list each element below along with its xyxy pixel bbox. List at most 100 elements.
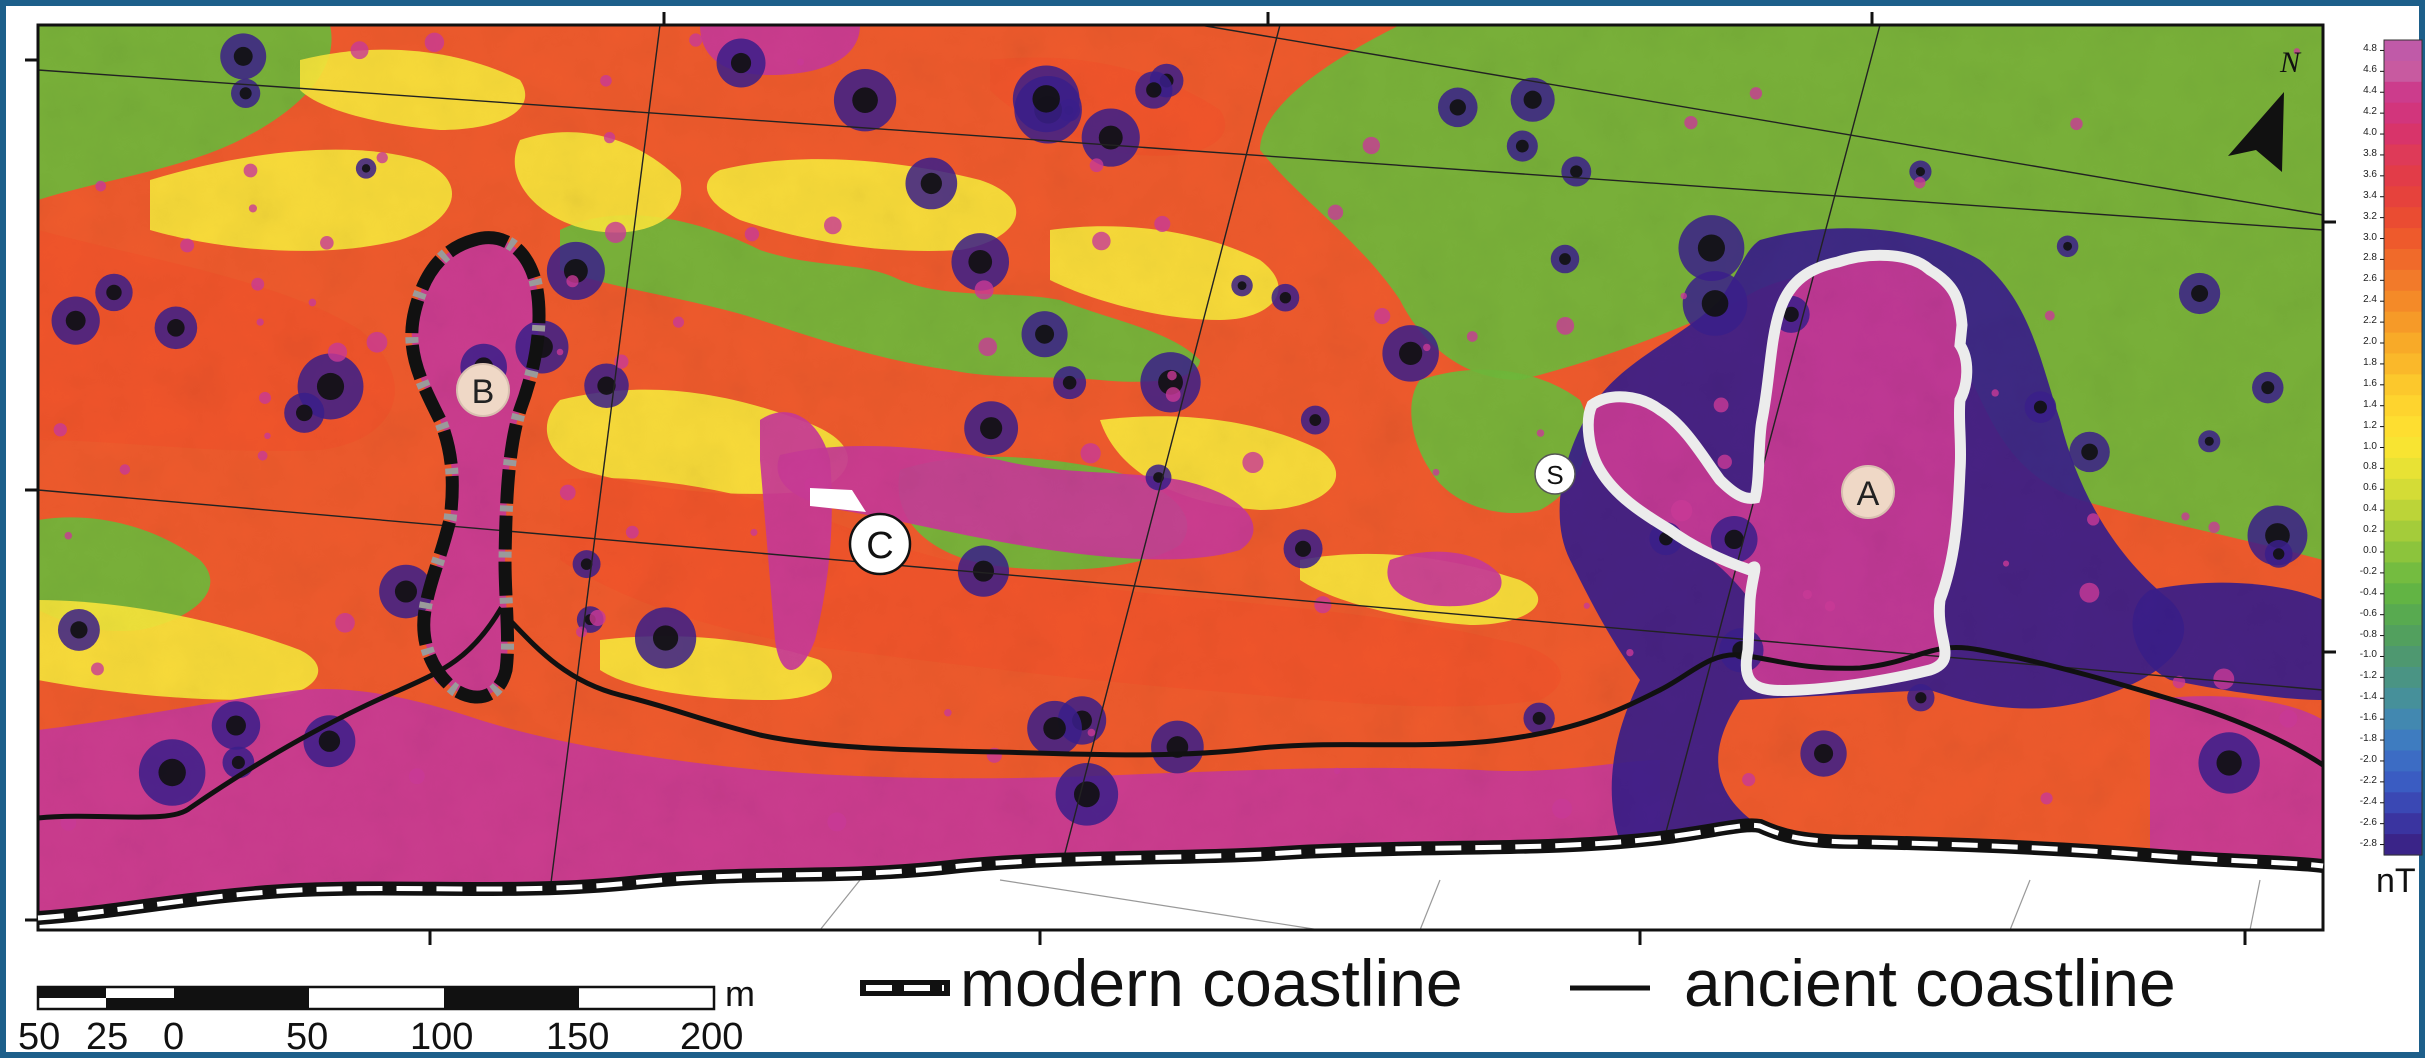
high-spot [1556, 316, 1575, 335]
dipole-core [361, 164, 371, 173]
high-spot [95, 180, 107, 192]
high-spot [1080, 443, 1101, 464]
colorbar-swatch [2384, 290, 2422, 313]
high-spot [1167, 370, 1177, 381]
high-spot [1089, 158, 1104, 173]
colorbar-tick-label: 4.4 [2363, 85, 2377, 97]
legend-modern-label: modern coastline [960, 946, 1463, 1020]
colorbar-tick-label: 0.2 [2363, 524, 2377, 536]
site-S-label: S [1546, 460, 1563, 490]
colorbar-tick-label: 1.2 [2363, 419, 2377, 431]
colorbar-tick-label: 1.8 [2363, 356, 2377, 368]
scale-label-150: 150 [546, 1016, 610, 1058]
high-spot [256, 318, 264, 326]
colorbar-tick-label: -0.8 [2359, 628, 2377, 640]
high-spot [603, 132, 616, 144]
high-spot [1991, 389, 1999, 397]
colorbar-swatch [2384, 625, 2422, 647]
dipole-core [1309, 414, 1322, 426]
site-label-B: B [456, 363, 510, 417]
high-spot [1432, 468, 1440, 476]
colorbar-swatch [2384, 353, 2422, 375]
scale-label-200: 200 [680, 1016, 744, 1058]
high-spot [2044, 310, 2055, 321]
high-spot [744, 226, 760, 242]
site-B-circle [456, 363, 510, 417]
colorbar-swatch [2384, 60, 2422, 83]
colorbar-swatch [2384, 207, 2422, 229]
colorbar-swatch [2384, 457, 2422, 480]
colorbar-swatch [2384, 646, 2422, 668]
dipole-core [1146, 82, 1162, 98]
colorbar-swatch [2384, 311, 2422, 334]
high-spot [424, 32, 445, 53]
high-spot [1749, 87, 1763, 100]
dipole-core [70, 621, 88, 639]
dipole-core [394, 580, 417, 603]
colorbar-swatch [2384, 332, 2422, 355]
high-spot [1165, 387, 1181, 402]
colorbar-tick-label: 3.2 [2363, 210, 2377, 222]
high-spot [350, 41, 369, 60]
high-spot [1092, 231, 1111, 251]
high-spot [978, 337, 998, 357]
site-A-circle [1841, 465, 1895, 519]
dipole-core [106, 284, 122, 301]
dipole-core [968, 250, 993, 274]
colorbar-swatch [2384, 708, 2422, 731]
colorbar-tick-label: 3.4 [2363, 189, 2377, 201]
north-arrow: N [2228, 46, 2302, 172]
colorbar-tick-label: -0.6 [2359, 607, 2377, 619]
colorbar-tick-label: 3.6 [2363, 168, 2377, 180]
high-spot [91, 662, 104, 676]
high-spot [600, 74, 612, 87]
colorbar-tick-label: 1.0 [2363, 440, 2377, 452]
grid-lines-outside [819, 879, 2261, 931]
high-spot [750, 528, 758, 536]
colorbar-swatch [2384, 583, 2422, 605]
high-spot [366, 331, 388, 353]
frame-ticks [25, 12, 2336, 945]
dipole-core [2204, 436, 2214, 446]
high-spot [559, 484, 576, 501]
dipole-core [1915, 692, 1927, 704]
high-spot [566, 275, 579, 288]
dipole-core [65, 310, 86, 331]
high-spot [1362, 136, 1380, 155]
colorbar-tick-label: 3.0 [2363, 231, 2377, 243]
high-spot [605, 221, 627, 243]
colorbar-swatch [2384, 604, 2422, 626]
dipole-core [1035, 324, 1055, 344]
high-spot [327, 342, 348, 362]
dipole-core [1295, 540, 1312, 557]
colorbar-tick-label: 3.8 [2363, 147, 2377, 159]
dipole-core [296, 404, 313, 422]
grid-line [544, 25, 661, 918]
high-spot [335, 612, 355, 633]
high-spot [1824, 601, 1836, 612]
high-spot [823, 216, 842, 235]
colorbar-tick-label: 4.8 [2363, 43, 2377, 55]
high-spot [64, 531, 73, 540]
grid-line [2009, 879, 2031, 931]
high-spot [2087, 513, 2100, 526]
colorbar-swatch [2384, 792, 2422, 814]
colorbar-tick-label: 0.4 [2363, 503, 2377, 515]
colorbar-tick-label: -0.2 [2359, 565, 2377, 577]
dipole-core [2033, 400, 2047, 414]
scale-label-0: 0 [163, 1016, 185, 1058]
north-label: N [2279, 46, 2302, 79]
dipole-core [852, 87, 878, 114]
high-spot [2172, 675, 2186, 689]
high-spot [974, 280, 994, 300]
scale-label-100: 100 [410, 1016, 474, 1058]
grid-line [1199, 25, 2323, 216]
dipole-core [233, 46, 253, 66]
high-spot [180, 238, 195, 253]
colorbar-swatch [2384, 750, 2422, 773]
legend-ancient-label: ancient coastline [1684, 946, 2176, 1020]
colorbar-tick-label: 0.8 [2363, 461, 2377, 473]
colorbar-tick-label: -2.0 [2359, 753, 2377, 765]
colorbar-tick-label: -2.4 [2359, 795, 2377, 807]
